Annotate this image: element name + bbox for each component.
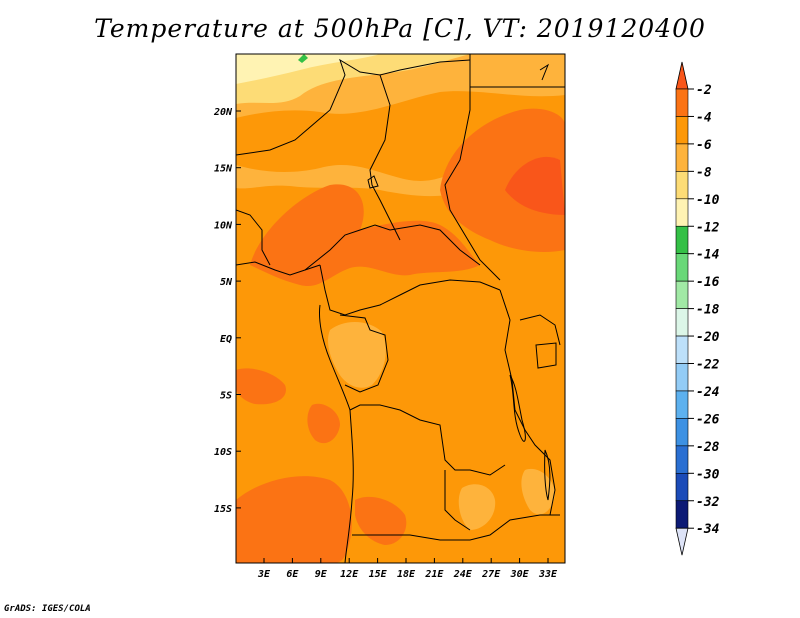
colorbar-swatch	[675, 472, 689, 502]
lat-label: 10N	[214, 220, 233, 231]
coast-red-sea	[539, 63, 550, 81]
border-west	[236, 209, 271, 266]
coast-gulf	[236, 261, 321, 276]
colorbar-swatch	[675, 225, 689, 255]
colorbar-swatch	[675, 253, 689, 282]
lake-malawi	[544, 449, 551, 501]
map-frame	[235, 53, 566, 564]
lat-label: 5N	[220, 277, 233, 288]
band-12	[236, 54, 380, 84]
colorbar-swatch	[675, 445, 689, 474]
lon-label: 27E	[481, 569, 501, 580]
lon-label: 9E	[315, 569, 328, 580]
colorbar-swatch	[675, 280, 689, 309]
colorbar-label: -6	[696, 138, 712, 153]
colorbar-swatch	[675, 308, 689, 337]
colorbar-label: -30	[696, 467, 720, 482]
lat-label: EQ	[220, 334, 232, 345]
colorbar-label: -26	[696, 412, 720, 427]
border-east-lakes	[499, 289, 556, 516]
warm-sw-patch	[236, 368, 286, 405]
warm-core-ne	[440, 108, 565, 252]
lake-chad	[367, 175, 379, 189]
colorbar-swatch	[675, 500, 689, 529]
colorbar-label: -8	[696, 165, 712, 180]
colorbar-label: -34	[696, 522, 720, 537]
coast-angola	[344, 409, 354, 563]
colorbar-swatch	[675, 116, 689, 145]
lat-label: 10S	[214, 447, 232, 458]
colorbar-swatch	[675, 171, 689, 200]
colorbar-top-arrow	[675, 61, 689, 90]
green-spot	[298, 54, 308, 63]
colorbar-swatch	[675, 143, 689, 172]
colorbar-label: -12	[696, 220, 720, 235]
longitude-axis: 3E 6E 9E 12E 15E 18E 21E 24E 27E 30E 33E	[257, 558, 558, 580]
colorbar-label: -2	[696, 83, 712, 98]
colorbar-label: -32	[696, 495, 720, 510]
border-car-north	[304, 224, 481, 271]
lon-label: 33E	[538, 569, 558, 580]
colorbar-bottom-arrow	[675, 527, 689, 556]
colorbar-label: -18	[696, 303, 720, 318]
colorbar-swatch	[675, 390, 689, 419]
colorbar: -2 -4 -6 -8 -10 -12 -14 -16 -18 -20 -22 -24 -26 -28 -3…	[675, 61, 720, 556]
border-north	[236, 58, 471, 156]
colorbar-swatch	[675, 363, 689, 392]
colorbar-swatch	[675, 88, 689, 117]
patch-congo	[327, 321, 386, 388]
border-southern	[352, 514, 560, 541]
chart-title: Temperature at 500hPa [C], VT: 201912040…	[94, 14, 706, 43]
colorbar-label: -10	[696, 193, 720, 208]
lat-label: 5S	[220, 391, 232, 402]
border-car-south	[319, 264, 501, 316]
latitude-axis: 20N 15N 10N 5N EQ 5S 10S 15S	[213, 107, 241, 515]
colorbar-swatch	[675, 335, 689, 364]
colorbar-label: -4	[696, 110, 712, 125]
border-drc-south	[319, 304, 506, 476]
colorbar-label: -28	[696, 440, 720, 455]
border-uganda	[519, 314, 561, 346]
lon-label: 30E	[510, 569, 530, 580]
band-sahel	[236, 165, 470, 197]
border-sudan	[444, 54, 501, 281]
colorbar-label: -22	[696, 358, 720, 373]
lon-label: 18E	[397, 569, 416, 580]
colorbar-label: -16	[696, 275, 720, 290]
colorbar-label: -24	[696, 385, 720, 400]
colorbar-swatch	[675, 198, 689, 227]
grads-credit: GrADS: IGES/COLA	[4, 604, 91, 614]
hot-core-ne	[505, 156, 565, 215]
patch-malawi	[521, 468, 555, 515]
lon-label: 21E	[424, 569, 444, 580]
borders	[236, 54, 565, 563]
warm-patch-angola	[307, 403, 340, 444]
lake-victoria	[535, 342, 557, 369]
lat-label: 20N	[213, 107, 233, 118]
border-congo	[339, 314, 389, 393]
lake-tanganyika	[509, 374, 526, 442]
border-zambia-west	[444, 470, 471, 531]
lat-label: 15S	[214, 504, 232, 515]
lon-label: 12E	[340, 569, 359, 580]
lon-label: 6E	[286, 569, 299, 580]
colorbar-label: -14	[696, 248, 720, 263]
colorbar-label: -20	[696, 330, 720, 345]
lon-label: 15E	[369, 569, 388, 580]
lat-label: 15N	[214, 164, 233, 175]
lon-label: 3E	[257, 569, 271, 580]
warm-south	[236, 476, 352, 563]
temperature-field	[236, 54, 565, 563]
warm-band-central	[250, 184, 480, 287]
patch-zambia	[458, 484, 496, 530]
colorbar-swatch	[675, 418, 689, 447]
warm-patch-south-central	[355, 496, 407, 545]
lon-label: 24E	[453, 569, 473, 580]
